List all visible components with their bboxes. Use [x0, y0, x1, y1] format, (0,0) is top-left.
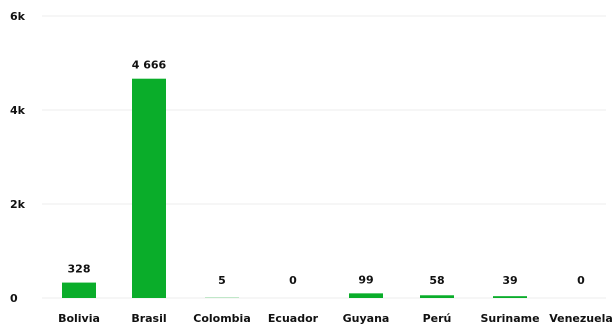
bar-brasil [132, 79, 166, 298]
data-label: 0 [289, 274, 297, 287]
data-label: 0 [577, 274, 585, 287]
x-tick-label: Suriname [480, 312, 539, 325]
data-label: 99 [358, 273, 373, 286]
bar-guyana [349, 293, 383, 298]
y-tick-label: 6k [10, 10, 26, 23]
y-axis-ticks: 0 2k 4k 6k [10, 10, 26, 305]
bar-suriname [493, 296, 527, 298]
y-tick-label: 0 [10, 292, 18, 305]
x-tick-label: Colombia [193, 312, 251, 325]
x-axis-labels: Bolivia Brasil Colombia Ecuador Guyana Perú Su… [58, 312, 613, 325]
x-tick-label: Guyana [343, 312, 390, 325]
y-tick-label: 2k [10, 198, 26, 211]
data-label: 5 [218, 274, 226, 287]
data-label: 39 [502, 274, 517, 287]
bars [62, 79, 527, 298]
data-label: 58 [429, 274, 444, 287]
x-tick-label: Venezuela [549, 312, 613, 325]
x-tick-label: Brasil [131, 312, 166, 325]
data-label: 4 666 [132, 59, 167, 72]
data-label: 328 [68, 263, 91, 276]
x-tick-label: Ecuador [268, 312, 319, 325]
bar-bolivia [62, 283, 96, 298]
bar-perú [420, 295, 454, 298]
x-tick-label: Perú [423, 312, 452, 325]
y-tick-label: 4k [10, 104, 26, 117]
gridlines [42, 16, 606, 298]
x-tick-label: Bolivia [58, 312, 100, 325]
